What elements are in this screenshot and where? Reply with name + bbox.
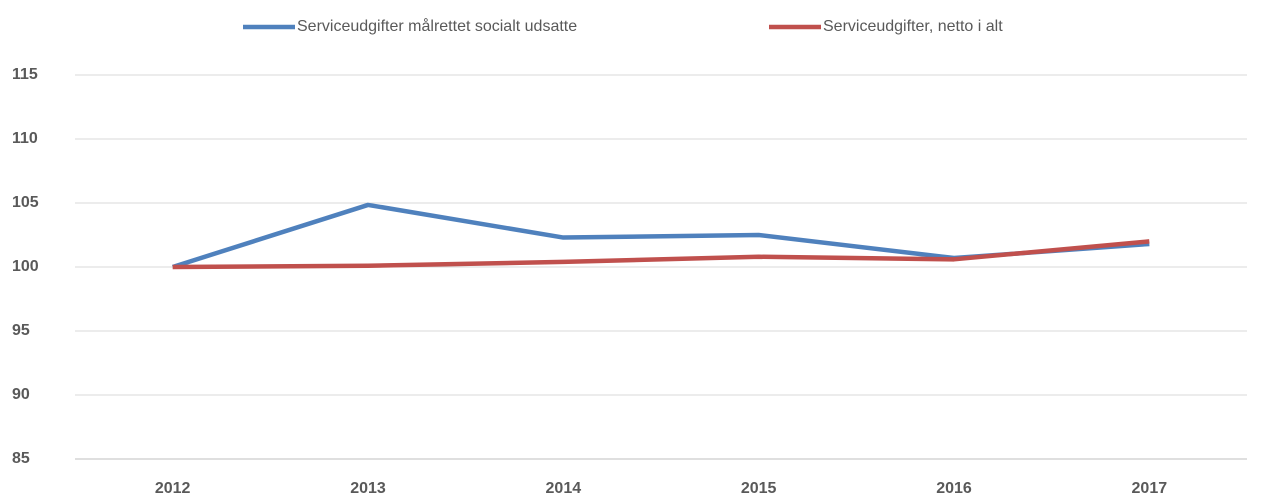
y-tick-label: 110: [12, 130, 38, 147]
legend-label: Serviceudgifter målrettet socialt udsatt…: [297, 17, 577, 35]
y-tick-label: 105: [12, 194, 39, 211]
x-tick-label: 2013: [350, 480, 386, 497]
x-tick-label: 2016: [936, 480, 972, 497]
series-line: [172, 239, 1150, 270]
x-tick-label: 2017: [1132, 480, 1168, 497]
y-tick-label: 85: [12, 450, 30, 467]
x-tick-label: 2014: [546, 480, 582, 497]
x-tick-label: 2012: [155, 480, 191, 497]
y-tick-label: 90: [12, 386, 30, 403]
legend-label: Serviceudgifter, netto i alt: [823, 18, 1003, 35]
y-tick-label: 100: [12, 258, 39, 275]
x-tick-label: 2015: [741, 480, 777, 497]
y-tick-label: 95: [12, 322, 30, 339]
y-tick-label: 115: [12, 66, 38, 83]
